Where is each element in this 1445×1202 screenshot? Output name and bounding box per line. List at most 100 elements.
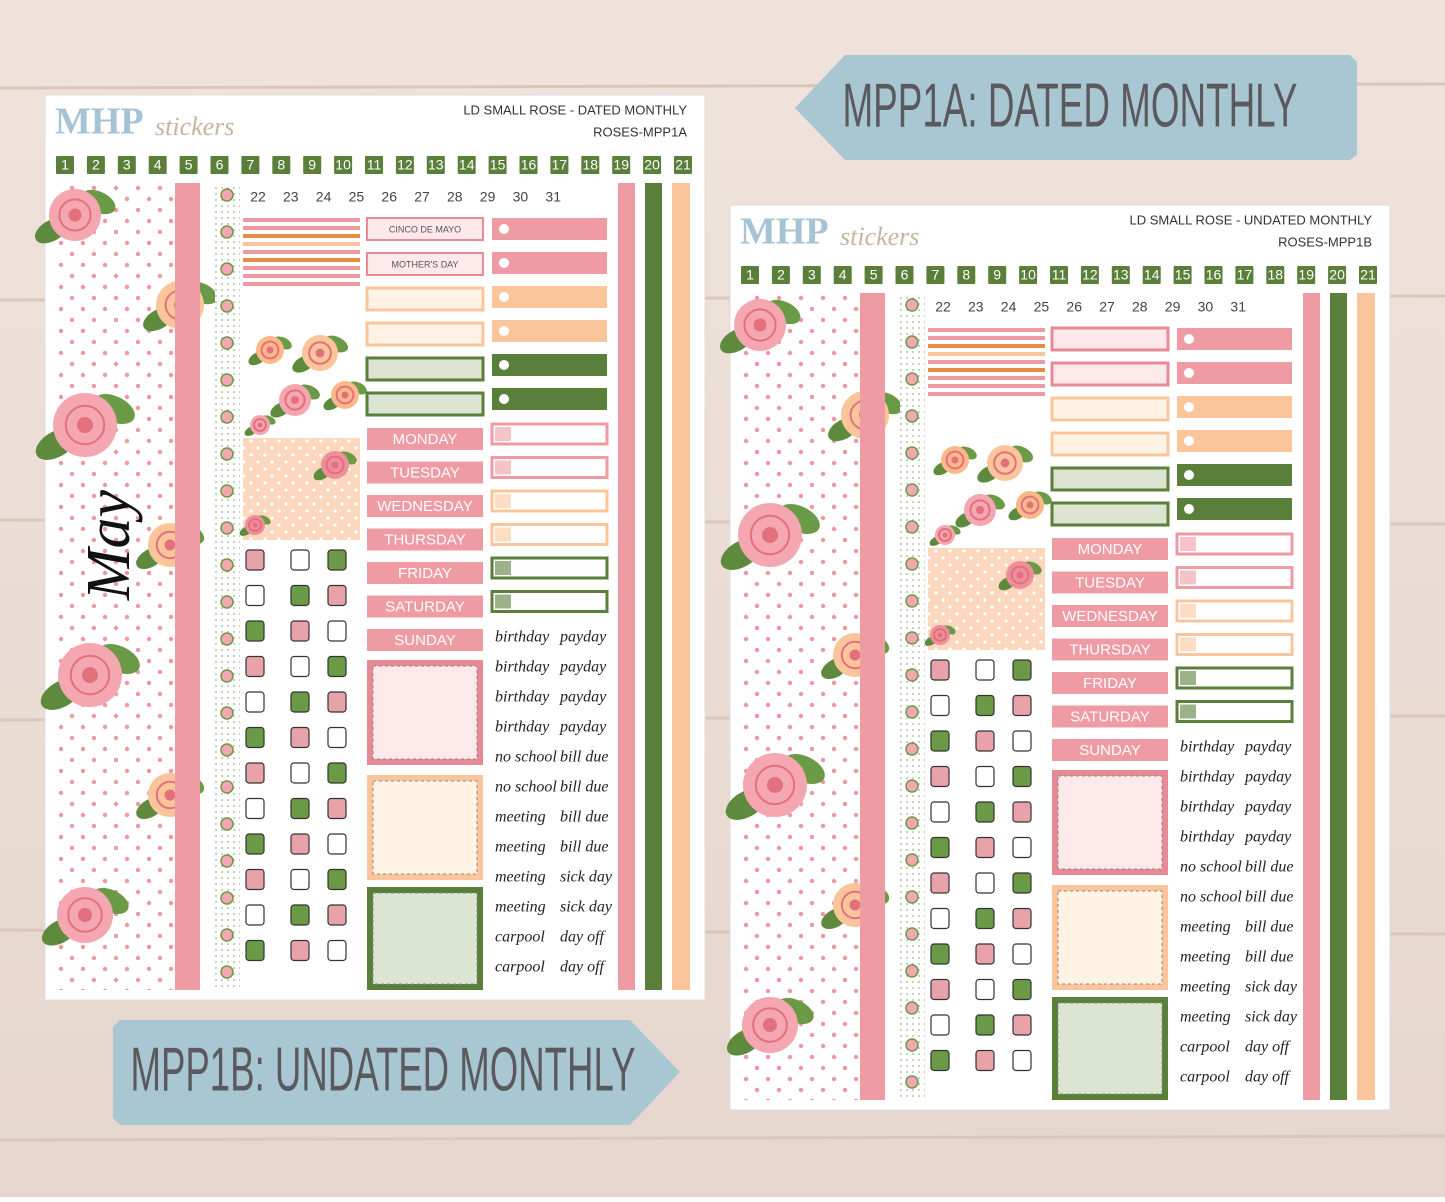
side-bar-green: [1330, 293, 1347, 1100]
planner-icon: [1012, 836, 1032, 859]
planner-icon: [930, 872, 950, 894]
weekday-banner: [367, 461, 483, 484]
rose-inner: [325, 455, 345, 475]
mini-rose: [905, 705, 919, 719]
planner-icon: [975, 872, 995, 894]
mini-rose: [220, 965, 234, 979]
date-square: [1050, 266, 1068, 284]
date-square: [1297, 266, 1316, 284]
side-bar-pink: [1303, 293, 1320, 1100]
script-word: birthday: [1180, 799, 1235, 816]
date-square: [86, 156, 105, 174]
planner-icon: [290, 655, 310, 678]
mini-rose: [220, 558, 234, 572]
date-number: 4: [839, 267, 847, 283]
script-word: birthday: [495, 659, 550, 676]
script-word: meeting: [1180, 919, 1231, 936]
date-number: 29: [1165, 299, 1181, 315]
date-square: [1130, 298, 1149, 316]
mini-rose: [905, 520, 919, 534]
mini-rose: [905, 927, 919, 941]
script-word: meeting: [1180, 1009, 1231, 1026]
date-number: 10: [1020, 267, 1036, 283]
date-number: 26: [381, 189, 397, 205]
rose-center: [937, 632, 943, 638]
label-box: [365, 321, 485, 347]
date-number: 14: [1144, 267, 1160, 283]
planner-icon: [290, 620, 310, 642]
script-word: payday: [559, 689, 607, 706]
date-number: 9: [993, 267, 1001, 283]
date-number: 31: [545, 189, 561, 205]
rose-center: [315, 348, 325, 358]
mini-rose: [905, 779, 919, 793]
script-word: bill due: [560, 749, 608, 766]
mini-rose: [905, 1038, 919, 1052]
rose-inner: [969, 499, 991, 521]
stripe: [928, 392, 1045, 396]
label-box: [365, 391, 485, 417]
date-number: 27: [414, 189, 430, 205]
planner-icon: [975, 659, 995, 681]
date-number: 20: [644, 157, 660, 173]
date-square: [210, 156, 229, 174]
date-square: [988, 266, 1007, 284]
rose-inner: [308, 341, 332, 365]
planner-icon: [327, 620, 347, 642]
note-square-inner: [1057, 1002, 1163, 1095]
date-number: 19: [613, 157, 629, 173]
date-number: 24: [316, 189, 332, 205]
planner-icon: [245, 584, 265, 607]
date-square: [802, 266, 821, 284]
rose-center: [252, 522, 258, 528]
rose-center: [762, 527, 778, 543]
rose-center: [82, 667, 98, 683]
rose-inner: [69, 654, 111, 696]
date-square: [1032, 298, 1051, 316]
rose-center: [763, 1018, 777, 1032]
planner-icon: [327, 904, 347, 926]
script-word: birthday: [495, 719, 550, 736]
date-square: [272, 156, 291, 174]
date-square: [999, 298, 1018, 316]
date-square: [643, 156, 662, 174]
script-word: meeting: [1180, 979, 1231, 996]
rose-center: [1026, 501, 1034, 509]
script-word: no school: [1180, 859, 1242, 876]
date-number: 9: [308, 157, 316, 173]
script-word: meeting: [495, 809, 546, 826]
date-number: 30: [1198, 299, 1214, 315]
script-word: bill due: [1245, 949, 1293, 966]
rose-inner: [945, 450, 965, 470]
date-square: [395, 156, 414, 174]
month-script: May: [75, 489, 143, 601]
planner-icon: [930, 1049, 950, 1072]
date-square: [895, 266, 914, 284]
checkbox-bar: [1177, 430, 1292, 452]
date-square: [1142, 266, 1161, 284]
side-bar-peach: [1357, 293, 1375, 1100]
stripe: [928, 384, 1045, 388]
script-word: day off: [1245, 1039, 1292, 1056]
script-word: birthday: [1180, 739, 1235, 756]
checkbox-bar: [492, 354, 607, 376]
mini-rose: [905, 409, 919, 423]
date-number: 28: [1132, 299, 1148, 315]
rose-inner: [743, 308, 777, 342]
rose-inner: [335, 385, 355, 405]
mini-rose: [905, 964, 919, 978]
date-square: [771, 266, 790, 284]
date-square: [1204, 266, 1223, 284]
rose-center: [257, 422, 263, 428]
mini-rose: [905, 594, 919, 608]
logo-brand: MHP: [740, 211, 829, 253]
date-square: [544, 188, 563, 206]
weekday-label: THURSDAY: [384, 531, 465, 548]
mini-rose: [220, 373, 234, 387]
planner-icon: [245, 904, 265, 926]
script-word: sick day: [560, 899, 613, 916]
weekday-banner: [367, 595, 483, 618]
date-number: 13: [428, 157, 444, 173]
script-word: birthday: [495, 629, 550, 646]
